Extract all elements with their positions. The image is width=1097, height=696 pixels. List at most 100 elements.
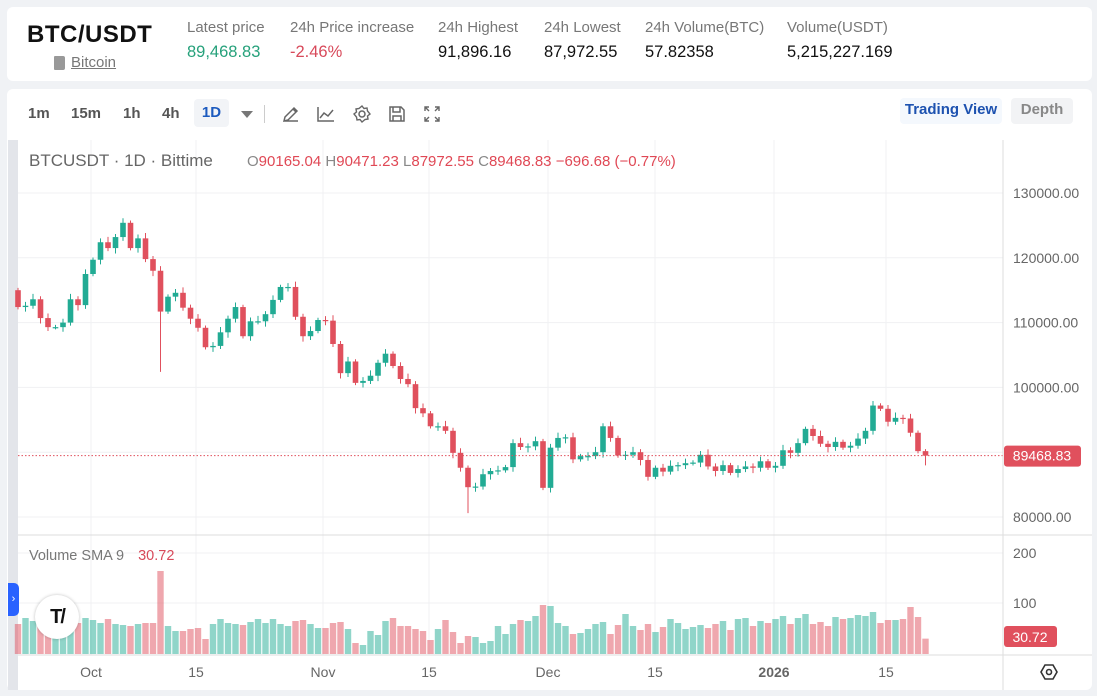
volume-bar bbox=[442, 620, 449, 654]
volume-bar bbox=[119, 625, 127, 654]
price-tick-label: 120000.00 bbox=[1013, 250, 1079, 266]
candle-up bbox=[832, 441, 839, 448]
candle-up bbox=[382, 353, 389, 363]
timeframe-1d[interactable]: 1D bbox=[194, 99, 229, 127]
volume-bar bbox=[112, 624, 119, 654]
volume-legend: Volume SMA 9 30.72 bbox=[29, 548, 174, 564]
candle-down bbox=[397, 366, 404, 379]
current-price-text: 89468.83 bbox=[1013, 448, 1072, 464]
volume-bar bbox=[299, 620, 307, 654]
candle-up bbox=[52, 327, 59, 329]
pencil-icon[interactable] bbox=[281, 104, 301, 124]
stat-value: 89,468.83 bbox=[187, 43, 261, 61]
volume-bar bbox=[179, 631, 187, 654]
candle-up bbox=[555, 437, 561, 448]
candle-up bbox=[67, 299, 74, 323]
stat-volume-usdt: Volume(USDT) 5,215,227.169 bbox=[787, 19, 893, 62]
candle-down bbox=[300, 316, 306, 337]
timeframe-15m[interactable]: 15m bbox=[71, 105, 102, 122]
volume-bar bbox=[682, 629, 689, 654]
volume-bar bbox=[742, 618, 749, 654]
candle-down bbox=[405, 378, 411, 385]
grid bbox=[18, 140, 1003, 655]
candle-down bbox=[465, 467, 471, 488]
candle-up bbox=[22, 305, 29, 308]
change-value: −696.68 (−0.77%) bbox=[555, 153, 676, 170]
volume-bar bbox=[419, 631, 427, 654]
candle-down bbox=[727, 465, 734, 473]
save-icon[interactable] bbox=[387, 104, 407, 124]
candle-up bbox=[600, 426, 606, 453]
indicator-icon[interactable] bbox=[316, 104, 336, 124]
open-key: O bbox=[247, 153, 259, 170]
volume-bar bbox=[239, 625, 247, 654]
current-price-label: 89468.83 bbox=[1004, 445, 1081, 467]
candle-down bbox=[825, 443, 831, 448]
candle-up bbox=[622, 454, 629, 456]
high-value: 90471.23 bbox=[336, 153, 399, 170]
low-value: 87972.55 bbox=[411, 153, 474, 170]
chart-card: 1m 15m 1h 4h 1D Trading View Depth bbox=[7, 89, 1092, 690]
time-axis[interactable]: Oct 15 Nov 15 Dec 15 2026 15 bbox=[80, 664, 894, 680]
volume-bar bbox=[802, 614, 809, 654]
candle-up bbox=[90, 259, 96, 274]
volume-bar bbox=[809, 624, 817, 654]
timeframe-4h[interactable]: 4h bbox=[162, 105, 180, 122]
price-tick-label: 80000.00 bbox=[1013, 509, 1072, 525]
candle-up bbox=[532, 441, 539, 447]
volume-tick-label: 200 bbox=[1013, 545, 1037, 561]
candle-down bbox=[195, 318, 201, 328]
coin-info-link[interactable]: Bitcoin bbox=[54, 54, 116, 71]
volume-bar bbox=[134, 624, 142, 654]
volume-bar bbox=[817, 622, 824, 654]
trading-view-button[interactable]: Trading View bbox=[900, 98, 1002, 124]
volume-bar bbox=[877, 623, 884, 654]
candle-down bbox=[915, 432, 921, 452]
volume-bar bbox=[517, 620, 524, 654]
time-tick-label: Nov bbox=[311, 664, 336, 680]
candle-down bbox=[457, 452, 464, 468]
volume-bar bbox=[187, 629, 194, 654]
timeframe-dropdown-caret-icon[interactable] bbox=[237, 104, 257, 124]
volume-bar bbox=[614, 625, 622, 654]
candle-up bbox=[757, 461, 764, 468]
candle-up bbox=[345, 361, 351, 374]
candle-down bbox=[150, 259, 156, 271]
volume-bar bbox=[727, 630, 734, 654]
price-tick-label: 110000.00 bbox=[1013, 315, 1078, 331]
stat-value: 91,896.16 bbox=[438, 43, 512, 61]
depth-button[interactable]: Depth bbox=[1011, 98, 1073, 124]
fullscreen-icon[interactable] bbox=[422, 104, 442, 124]
volume-bar bbox=[839, 619, 847, 654]
volume-bar bbox=[592, 624, 599, 654]
volume-bar bbox=[44, 625, 52, 654]
volume-bar bbox=[532, 616, 539, 654]
tradingview-logo[interactable]: T/ bbox=[35, 595, 79, 639]
volume-bar bbox=[337, 622, 344, 654]
stat-label: 24h Price increase bbox=[290, 19, 415, 36]
candle-up bbox=[82, 274, 89, 306]
volume-bar bbox=[637, 630, 644, 654]
candle-up bbox=[720, 465, 726, 471]
price-axis[interactable]: 130000.00 120000.00 110000.00 100000.00 8000… bbox=[1013, 185, 1079, 525]
chart-settings-icon[interactable] bbox=[1039, 662, 1059, 682]
stat-label: 24h Volume(BTC) bbox=[645, 19, 765, 36]
volume-bar bbox=[67, 619, 74, 654]
volume-bar bbox=[674, 623, 682, 654]
candle-up bbox=[172, 292, 179, 297]
timeframe-1m[interactable]: 1m bbox=[28, 105, 50, 122]
candle-down bbox=[645, 459, 651, 477]
candles bbox=[15, 218, 929, 514]
price-tick-label: 130000.00 bbox=[1013, 185, 1079, 201]
candle-down bbox=[615, 437, 621, 456]
timeframe-1h[interactable]: 1h bbox=[123, 105, 141, 122]
candle-down bbox=[517, 443, 524, 448]
left-toolbar-strip bbox=[8, 140, 18, 690]
volume-bar bbox=[247, 622, 254, 654]
volume-bar bbox=[359, 645, 367, 654]
gear-icon[interactable] bbox=[352, 104, 372, 124]
expand-sidebar-handle[interactable]: › bbox=[8, 583, 19, 616]
candle-up bbox=[862, 430, 869, 439]
time-tick-label: Oct bbox=[80, 664, 102, 680]
